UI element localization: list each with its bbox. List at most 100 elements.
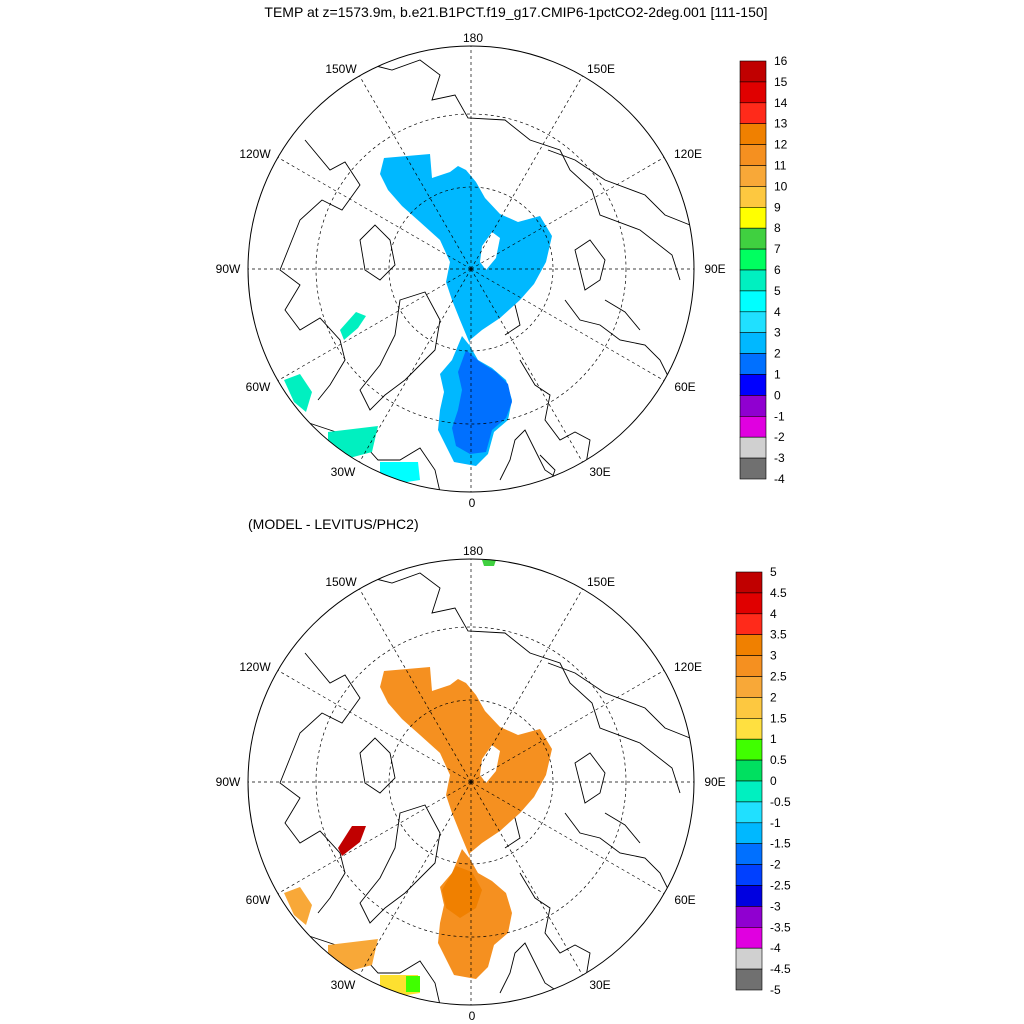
- colorbar-tick-label: -4: [770, 941, 781, 955]
- lon-label-120w: 120W: [239, 660, 271, 674]
- colorbar-tick-label: 0: [770, 774, 777, 788]
- colorbar-tick-label: 1: [770, 732, 777, 746]
- colorbar-swatch: [735, 738, 763, 761]
- colorbar-swatch: [735, 968, 763, 991]
- lon-label-180: 180: [463, 544, 483, 558]
- colorbar-swatch: [739, 353, 767, 375]
- colorbar-tick-label: -1: [774, 409, 785, 423]
- lon-label-90e: 90E: [704, 775, 725, 789]
- colorbar-swatch: [735, 843, 763, 865]
- lon-label-0: 0: [469, 496, 476, 510]
- colorbar-swatch: [735, 697, 763, 719]
- shaded-region-bottom-central-arctic: [380, 667, 552, 871]
- shaded-region-bottom-faroe: [406, 976, 420, 992]
- colorbar-swatch: [739, 311, 767, 333]
- shaded-region-top-arctic-hole: [480, 232, 500, 270]
- colorbar-tick-label: -0.5: [770, 795, 791, 809]
- colorbar-swatch: [739, 60, 767, 83]
- colorbar-swatch: [735, 571, 763, 594]
- figure-title: TEMP at z=1573.9m, b.e21.B1PCT.f19_g17.C…: [264, 4, 767, 20]
- colorbar-tick-label: 15: [774, 75, 788, 89]
- shaded-region-top-norwegian-deep: [452, 350, 512, 454]
- colorbar-tick-label: -3: [774, 451, 785, 465]
- lon-label-150e: 150E: [587, 575, 615, 589]
- shaded-region-bottom-bering: [482, 560, 496, 566]
- lon-label-150e: 150E: [587, 62, 615, 76]
- colorbar-tick-label: 0: [774, 388, 781, 402]
- colorbar-swatch: [739, 227, 767, 250]
- colorbar-swatch: [739, 269, 767, 292]
- shaded-region-bottom-baffin: [338, 826, 366, 856]
- colorbar-tick-label: 12: [774, 138, 788, 152]
- colorbar-tick-label: -4.5: [770, 962, 791, 976]
- colorbar-bottom: 5 4.5 4 3.5 3 2.5 2 1.5 1 0.5 0 -0.5 -1 -1.5 -2 -2.5 -3 -…: [735, 565, 791, 997]
- colorbar-tick-label: 3: [774, 326, 781, 340]
- colorbar-swatch: [739, 395, 767, 417]
- colorbar-swatch: [739, 207, 767, 229]
- colorbar-swatch: [735, 676, 763, 698]
- map-boundary-bottom: [247, 558, 695, 1006]
- colorbar-swatch: [739, 123, 767, 145]
- colorbar-tick-label: 14: [774, 96, 788, 110]
- colorbar-tick-label: 5: [774, 284, 781, 298]
- colorbar-tick-label: -1.5: [770, 837, 791, 851]
- colorbar-tick-label: 4: [770, 607, 777, 621]
- colorbar-swatch: [735, 613, 763, 635]
- colorbar-tick-label: 16: [774, 54, 788, 68]
- lon-label-30w: 30W: [331, 978, 356, 992]
- lon-label-120e: 120E: [674, 660, 702, 674]
- shaded-region-bottom-nordic-seas: [438, 849, 512, 979]
- colorbar-tick-label: 5: [770, 565, 777, 579]
- colorbar-tick-label: 0.5: [770, 753, 787, 767]
- colorbar-swatch: [735, 906, 763, 928]
- colorbar-tick-label: -5: [770, 983, 781, 997]
- lon-label-180: 180: [463, 31, 483, 45]
- lon-label-60e: 60E: [674, 380, 695, 394]
- colorbar-swatch: [735, 759, 763, 782]
- shaded-region-top-labrador: [284, 374, 312, 412]
- colorbar-tick-label: 8: [774, 221, 781, 235]
- lon-label-150w: 150W: [325, 62, 357, 76]
- lon-label-90w: 90W: [216, 262, 241, 276]
- colorbar-tick-label: -2.5: [770, 879, 791, 893]
- shaded-region-bottom-norwegian-deep: [442, 866, 482, 918]
- colorbar-swatch: [735, 717, 763, 740]
- colorbar-swatch: [735, 634, 763, 656]
- colorbar-swatch: [739, 457, 767, 480]
- longitude-labels-bottom: 180 150E 120E 90E 60E 30E 0 30W 60W 90W …: [216, 544, 726, 1023]
- shaded-region-top-baffin: [340, 312, 366, 340]
- colorbar-tick-label: 3: [770, 649, 777, 663]
- colorbar-tick-label: -3.5: [770, 920, 791, 934]
- lon-label-90w: 90W: [216, 775, 241, 789]
- colorbar-tick-label: 11: [774, 159, 787, 173]
- lon-label-90e: 90E: [704, 262, 725, 276]
- colorbar-tick-label: 3.5: [770, 628, 787, 642]
- map-panel-bottom: 180 150E 120E 90E 60E 30E 0 30W 60W 90W …: [216, 544, 791, 1023]
- colorbar-swatch: [739, 81, 767, 104]
- colorbar-swatch: [739, 436, 767, 459]
- colorbar-swatch: [739, 332, 767, 354]
- colorbar-swatch: [739, 186, 767, 208]
- lon-label-60e: 60E: [674, 893, 695, 907]
- colorbar-tick-label: -2: [770, 858, 781, 872]
- colorbar-tick-label: -2: [774, 430, 785, 444]
- lon-label-30e: 30E: [589, 978, 610, 992]
- graticule-top: [248, 46, 694, 492]
- figure-subtitle: (MODEL - LEVITUS/PHC2): [248, 516, 419, 532]
- colorbar-swatch: [739, 248, 767, 271]
- lon-label-120e: 120E: [674, 147, 702, 161]
- graticule-bottom: [248, 559, 694, 1005]
- map-panel-top: 180 150E 120E 90E 60E 30E 0 30W 60W 90W …: [216, 31, 788, 510]
- lon-label-120w: 120W: [239, 147, 271, 161]
- lon-label-60w: 60W: [246, 893, 271, 907]
- lon-label-60w: 60W: [246, 380, 271, 394]
- colorbar-swatch: [739, 144, 767, 166]
- longitude-labels-top: 180 150E 120E 90E 60E 30E 0 30W 60W 90W …: [216, 31, 726, 510]
- colorbar-swatch: [735, 655, 763, 677]
- colorbar-swatch: [735, 926, 763, 949]
- colorbar-tick-label: -4: [774, 472, 785, 486]
- lon-label-150w: 150W: [325, 575, 357, 589]
- colorbar-tick-label: 10: [774, 179, 788, 193]
- colorbar-tick-label: 9: [774, 200, 781, 214]
- colorbar-swatch: [739, 102, 767, 125]
